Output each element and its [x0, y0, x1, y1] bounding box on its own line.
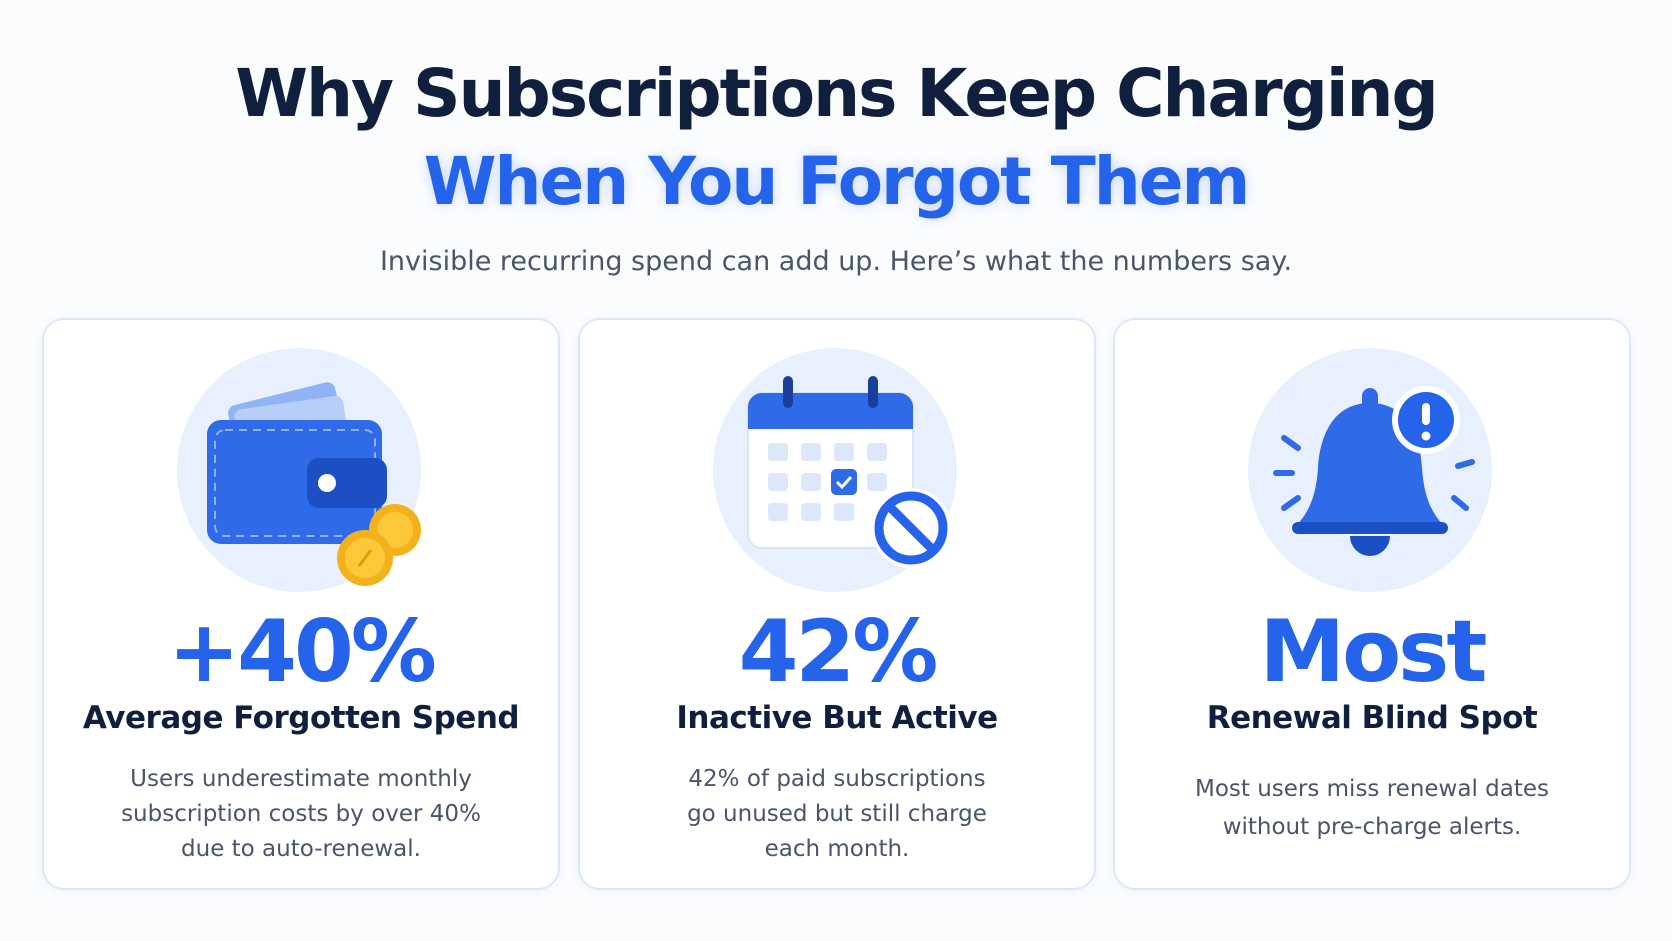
description: Users underestimate monthly subscription…	[44, 762, 558, 867]
stat: Most	[1259, 602, 1488, 702]
card: Most Renewal Blind Spot Most users miss …	[1113, 318, 1631, 890]
card: +40% Average Forgotten Spend Users under…	[42, 318, 560, 890]
title-line2: When You Forgot Them	[423, 143, 1251, 220]
description-line: due to auto-renewal.	[181, 836, 421, 862]
description-line: Most users miss renewal dates	[1194, 776, 1550, 802]
bell-icon	[1248, 348, 1492, 592]
description-line: go unused but still charge	[687, 801, 987, 827]
subtitle: Invisible recurring spend can add up. He…	[379, 246, 1293, 277]
description-line: subscription costs by over 40%	[121, 801, 481, 827]
stat: +40%	[168, 602, 437, 702]
wallet-icon	[177, 348, 421, 592]
label: Renewal Blind Spot	[1206, 700, 1538, 736]
description: 42% of paid subscriptions go unused but …	[580, 762, 1094, 867]
card: 42% Inactive But Active 42% of paid subs…	[578, 318, 1096, 890]
title-line1: Why Subscriptions Keep Charging	[235, 55, 1438, 132]
label: Inactive But Active	[676, 700, 998, 736]
description-line: Users underestimate monthly	[130, 766, 472, 792]
description-line: 42% of paid subscriptions	[688, 766, 986, 792]
description-line: without pre-charge alerts.	[1222, 814, 1522, 840]
description: Most users miss renewal dates without pr…	[1115, 770, 1629, 846]
calendar-icon	[713, 348, 957, 592]
stat: 42%	[738, 602, 939, 702]
label: Average Forgotten Spend	[82, 700, 520, 736]
description-line: each month.	[764, 836, 910, 862]
